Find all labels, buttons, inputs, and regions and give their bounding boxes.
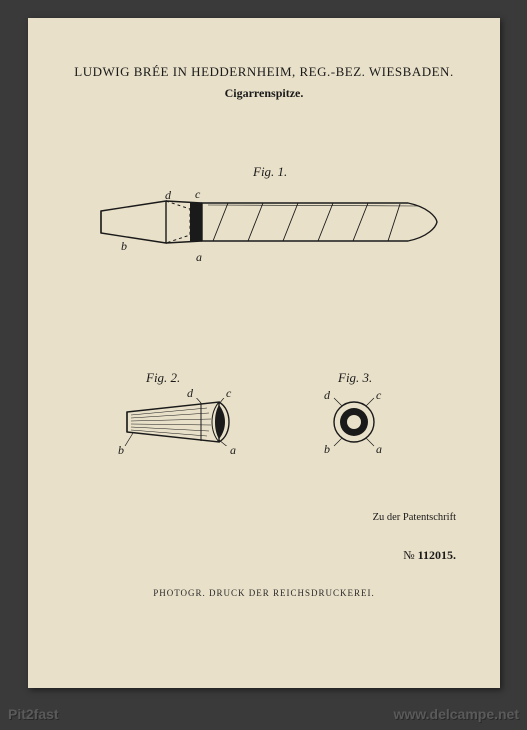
fig2-ref-c: c [226,386,231,401]
fig3-ref-a: a [376,442,382,457]
fig2-label: Fig. 2. [146,370,180,386]
fig3-drawing [328,396,380,448]
patent-note: Zu der Patentschrift [373,512,456,523]
fig1-ref-c: c [195,187,200,202]
invention-title: Cigarrenspitze. [28,86,500,101]
fig2-ref-a: a [230,443,236,458]
printer-line: PHOTOGR. DRUCK DER REICHSDRUCKEREI. [28,588,500,598]
watermark-left: Pit2fast [8,706,59,722]
fig2-ref-d: d [187,386,193,401]
fig3-ref-b: b [324,442,330,457]
patent-number-prefix: № [403,548,414,562]
fig3-ref-c: c [376,388,381,403]
fig3-ref-d: d [324,388,330,403]
fig1-label: Fig. 1. [253,164,287,180]
fig2-ref-b: b [118,443,124,458]
inventor-line: LUDWIG BRÉE IN HEDDERNHEIM, REG.-BEZ. WI… [28,64,500,80]
fig1-ref-a: a [196,250,202,265]
fig2-drawing [123,398,233,446]
watermark-right: www.delcampe.net [393,706,519,722]
fig1-ref-d: d [165,188,171,203]
fig1-drawing [98,193,438,251]
fig3-label: Fig. 3. [338,370,372,386]
fig1-ref-b: b [121,239,127,254]
patent-page: LUDWIG BRÉE IN HEDDERNHEIM, REG.-BEZ. WI… [28,18,500,688]
patent-number: № 112015. [403,548,456,563]
patent-number-value: 112015. [418,548,456,562]
